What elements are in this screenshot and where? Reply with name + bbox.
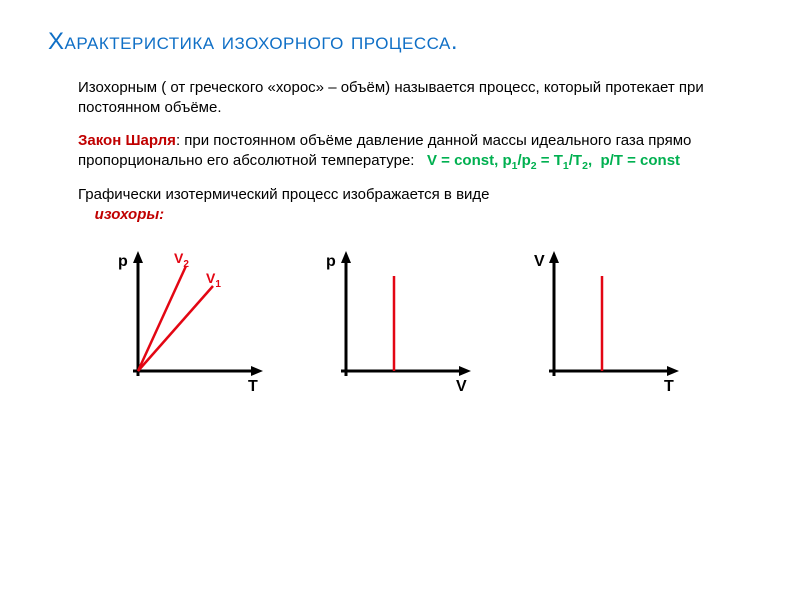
graph-p-t: p T V2 V1 (108, 241, 268, 401)
slide: Характеристика изохорного процесса. Изох… (0, 0, 800, 600)
formula-ratio: p1/p2 = T1/T2, (502, 152, 596, 169)
line-v2-label: V2 (174, 250, 189, 270)
graph-p-v: p V (316, 241, 476, 401)
graph-intro-paragraph: Графически изотермический процесс изобра… (78, 185, 752, 226)
formula-vconst: V = const, (427, 152, 498, 169)
graph-v-t: V T (524, 241, 684, 401)
axis-y-label: V (534, 253, 545, 270)
definition-text: Изохорным ( от греческого «хорос» – объё… (78, 79, 704, 116)
axis-y-label: p (118, 253, 128, 270)
slide-title: Характеристика изохорного процесса. (48, 28, 752, 56)
axis-x-label: V (456, 378, 467, 395)
graphs-container: p T V2 V1 p V V T (108, 241, 752, 401)
axis-x-label: T (664, 378, 674, 395)
axis-x-label: T (248, 378, 258, 395)
axis-y-label: p (326, 253, 336, 270)
definition-paragraph: Изохорным ( от греческого «хорос» – объё… (78, 78, 752, 119)
formula-ptconst: p/T = const (600, 152, 680, 169)
law-paragraph: Закон Шарля: при постоянном объёме давле… (78, 131, 752, 173)
law-label: Закон Шарля (78, 132, 176, 149)
graph-intro-text: Графически изотермический процесс изобра… (78, 186, 490, 203)
graph-term: изохоры: (95, 206, 165, 223)
